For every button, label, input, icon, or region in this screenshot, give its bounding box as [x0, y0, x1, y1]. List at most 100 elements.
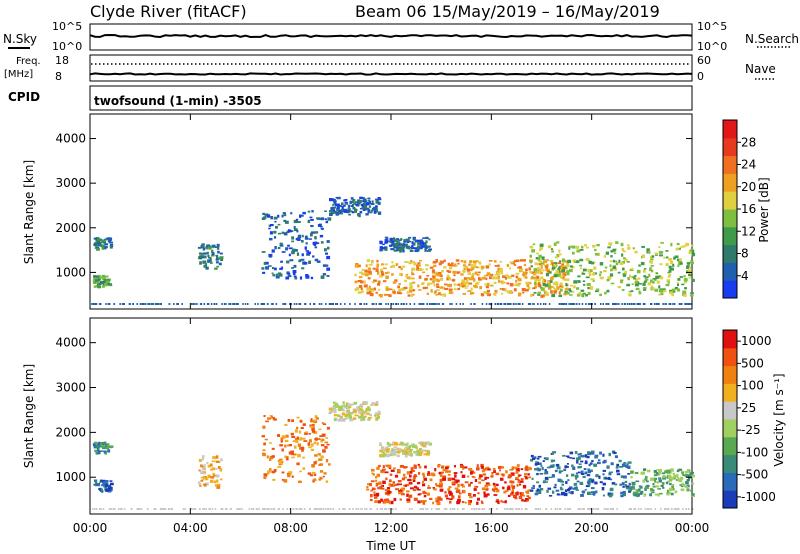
- power-heatmap-cell: [365, 208, 368, 211]
- velocity-heatmap-cell: [360, 508, 362, 510]
- velocity-heatmap-cell: [442, 475, 447, 478]
- power-heatmap-cell: [564, 288, 569, 291]
- power-heatmap-cell: [392, 243, 395, 247]
- power-heatmap-cell: [358, 285, 363, 288]
- velocity-heatmap-cell: [682, 508, 684, 510]
- power-heatmap-cell: [199, 261, 202, 265]
- velocity-heatmap-cell: [577, 508, 580, 510]
- velocity-heatmap-cell: [462, 508, 464, 510]
- velocity-colorbar-swatch: [723, 330, 737, 349]
- power-heatmap-cell: [326, 255, 331, 260]
- power-heatmap-cell: [265, 261, 269, 265]
- power-heatmap-cell: [283, 303, 285, 305]
- velocity-heatmap-cell: [561, 491, 565, 496]
- power-heatmap-cell: [532, 243, 536, 246]
- velocity-heatmap-cell: [504, 481, 507, 484]
- power-heatmap-cell: [392, 303, 394, 305]
- power-heatmap-cell: [508, 303, 511, 305]
- velocity-heatmap-cell: [536, 457, 540, 460]
- power-heatmap-cell: [275, 303, 278, 305]
- power-heatmap-cell: [608, 242, 613, 245]
- power-heatmap-cell: [633, 303, 636, 305]
- power-heatmap-cell: [599, 271, 602, 274]
- power-heatmap-cell: [679, 262, 683, 265]
- velocity-heatmap-cell: [687, 477, 690, 481]
- velocity-heatmap-cell: [622, 490, 626, 494]
- power-heatmap-cell: [581, 293, 584, 297]
- power-heatmap-cell: [319, 234, 324, 238]
- power-heatmap-cell: [483, 290, 487, 294]
- velocity-heatmap-cell: [669, 483, 672, 486]
- velocity-heatmap-cell: [377, 500, 381, 504]
- velocity-heatmap-cell: [685, 508, 687, 510]
- power-colorbar-swatch: [723, 120, 737, 139]
- power-heatmap-cell: [566, 263, 570, 267]
- power-heatmap-cell: [268, 227, 271, 230]
- power-heatmap-cell: [513, 264, 517, 266]
- power-heatmap-cell: [664, 303, 666, 305]
- power-colorbar-tick-label: 24: [741, 158, 756, 172]
- velocity-heatmap-cell: [599, 451, 602, 455]
- power-heatmap-cell: [553, 264, 557, 267]
- velocity-heatmap-cell: [271, 470, 276, 474]
- power-heatmap-cell: [441, 270, 444, 273]
- velocity-heatmap-cell: [388, 500, 391, 505]
- power-heatmap-cell: [327, 217, 332, 221]
- power-heatmap-cell: [650, 279, 653, 283]
- power-heatmap-cell: [534, 285, 538, 289]
- power-heatmap-cell: [373, 303, 375, 305]
- power-heatmap-cell: [93, 285, 97, 288]
- velocity-heatmap-cell: [384, 471, 389, 474]
- velocity-heatmap-cell: [676, 473, 679, 478]
- power-heatmap-cell: [496, 303, 499, 305]
- power-heatmap-cell: [330, 198, 335, 201]
- velocity-heatmap-cell: [359, 404, 362, 408]
- power-heatmap-cell: [142, 303, 144, 305]
- velocity-heatmap-cell: [241, 508, 243, 510]
- power-heatmap-cell: [381, 274, 385, 276]
- power-heatmap-cell: [554, 272, 558, 276]
- velocity-heatmap-cell: [369, 414, 372, 417]
- velocity-heatmap-cell: [324, 508, 326, 510]
- power-heatmap-cell: [634, 250, 638, 254]
- power-heatmap-cell: [554, 288, 558, 291]
- velocity-heatmap-cell: [614, 455, 618, 459]
- velocity-heatmap-cell: [214, 484, 218, 487]
- velocity-heatmap-cell: [628, 490, 632, 493]
- power-heatmap-cell: [449, 263, 453, 267]
- velocity-heatmap-cell: [541, 467, 544, 471]
- velocity-heatmap-cell: [448, 490, 452, 494]
- power-heatmap-cell: [216, 243, 220, 248]
- velocity-heatmap-cell: [457, 489, 461, 492]
- velocity-heatmap-cell: [108, 508, 111, 510]
- power-heatmap-cell: [381, 272, 385, 275]
- velocity-heatmap-cell: [364, 410, 368, 413]
- velocity-heatmap-cell: [349, 508, 351, 510]
- power-heatmap-cell: [349, 303, 351, 305]
- power-heatmap-cell: [418, 289, 422, 291]
- power-heatmap-cell: [515, 275, 519, 279]
- power-heatmap-cell: [432, 260, 437, 264]
- power-heatmap-cell: [100, 281, 104, 284]
- power-heatmap-cell: [316, 260, 321, 263]
- power-heatmap-cell: [307, 210, 311, 213]
- power-heatmap-cell: [604, 266, 608, 269]
- power-colorbar-swatch: [723, 155, 737, 174]
- velocity-heatmap-cell: [272, 478, 276, 481]
- velocity-heatmap-cell: [130, 508, 132, 510]
- velocity-heatmap-cell: [262, 453, 266, 457]
- power-heatmap-cell: [517, 294, 521, 297]
- velocity-heatmap-cell: [266, 455, 269, 459]
- velocity-heatmap-cell: [215, 455, 219, 459]
- power-heatmap-cell: [556, 286, 561, 289]
- velocity-heatmap-cell: [432, 501, 435, 505]
- velocity-heatmap-cell: [201, 457, 204, 461]
- velocity-heatmap-cell: [307, 472, 312, 475]
- velocity-heatmap-cell: [546, 466, 551, 469]
- velocity-heatmap-cell: [549, 465, 554, 468]
- power-heatmap-cell: [581, 271, 585, 274]
- power-heatmap-cell: [588, 273, 592, 277]
- velocity-heatmap-cell: [356, 408, 360, 412]
- velocity-heatmap-cell: [453, 472, 458, 474]
- velocity-heatmap-cell: [515, 477, 519, 480]
